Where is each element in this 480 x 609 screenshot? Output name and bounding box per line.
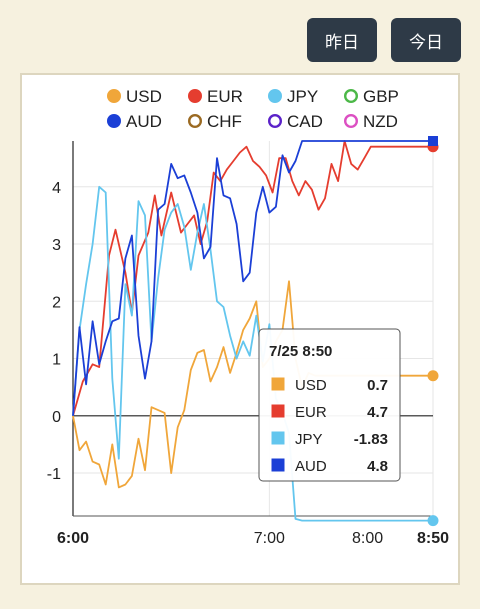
- tooltip-value-eur: 4.7: [367, 404, 388, 421]
- legend-marker: [268, 89, 282, 103]
- tooltip-swatch-eur: [270, 403, 286, 419]
- today-button[interactable]: 今日: [391, 18, 461, 62]
- y-tick-label: -1: [47, 466, 61, 483]
- y-tick-label: 1: [52, 352, 61, 369]
- x-tick-label: 8:50: [417, 530, 449, 547]
- tooltip: 7/25 8:50 USD 0.7 EUR 4.7 JPY -1.83 AUD 4.8: [258, 328, 401, 482]
- legend-label: CHF: [207, 112, 242, 131]
- legend-marker: [107, 114, 121, 128]
- x-tick-label: 8:00: [352, 530, 383, 547]
- legend-item-chf[interactable]: CHF: [187, 112, 242, 131]
- legend-item-eur[interactable]: EUR: [188, 87, 243, 106]
- legend-marker: [188, 89, 202, 103]
- tooltip-value-aud: 4.8: [367, 458, 388, 475]
- tooltip-label-eur: EUR: [295, 404, 327, 421]
- tooltip-swatch-usd: [270, 376, 286, 392]
- tooltip-label-usd: USD: [295, 377, 327, 394]
- series-endpoint-usd[interactable]: [427, 370, 439, 382]
- legend-marker: [344, 88, 359, 104]
- legend-label: CAD: [287, 112, 323, 131]
- y-tick-label: 2: [52, 294, 61, 311]
- series-line-eur[interactable]: [72, 140, 433, 417]
- legend-label: USD: [126, 87, 162, 106]
- legend-label: JPY: [287, 87, 318, 106]
- tooltip-value-jpy: -1.83: [354, 431, 388, 448]
- legend-item-jpy[interactable]: JPY: [268, 87, 318, 106]
- legend-marker: [187, 114, 202, 129]
- legend-item-cad[interactable]: CAD: [267, 112, 323, 131]
- tooltip-value-usd: 0.7: [367, 377, 388, 394]
- fx-line-chart[interactable]: USD EUR JPY GBP AUD CHF CAD NZD -1 0 1 2 3 4 6:00 7:00 8…: [22, 75, 458, 583]
- tooltip-label-jpy: JPY: [295, 431, 323, 448]
- y-tick-label: 4: [52, 180, 61, 197]
- legend-label: AUD: [126, 112, 162, 131]
- tooltip-title: 7/25 8:50: [269, 343, 332, 360]
- tooltip-label-aud: AUD: [295, 458, 327, 475]
- tooltip-swatch-jpy: [270, 430, 286, 446]
- legend-marker: [344, 114, 359, 129]
- x-tick-label: 7:00: [254, 530, 285, 547]
- x-tick-label: 6:00: [57, 530, 89, 547]
- chart-panel: USD EUR JPY GBP AUD CHF CAD NZD -1 0 1 2 3 4 6:00 7:00 8…: [20, 73, 460, 585]
- legend-label: NZD: [363, 112, 398, 131]
- series-endpoint-aud[interactable]: [428, 136, 438, 146]
- legend-label: EUR: [207, 87, 243, 106]
- yesterday-button[interactable]: 昨日: [307, 18, 377, 62]
- legend-marker: [107, 89, 121, 103]
- series-endpoint-jpy[interactable]: [427, 515, 439, 527]
- series-line-jpy[interactable]: [72, 185, 433, 522]
- y-tick-label: 3: [52, 237, 61, 254]
- tooltip-box: [258, 328, 401, 482]
- legend-label: GBP: [363, 87, 399, 106]
- legend-marker: [267, 114, 282, 129]
- series-line-aud[interactable]: [72, 140, 433, 416]
- y-tick-label: 0: [52, 409, 61, 426]
- legend-item-gbp[interactable]: GBP: [344, 87, 399, 106]
- tooltip-swatch-aud: [270, 457, 286, 473]
- legend-item-aud[interactable]: AUD: [107, 112, 162, 131]
- legend-item-usd[interactable]: USD: [107, 87, 162, 106]
- legend-item-nzd[interactable]: NZD: [344, 112, 398, 131]
